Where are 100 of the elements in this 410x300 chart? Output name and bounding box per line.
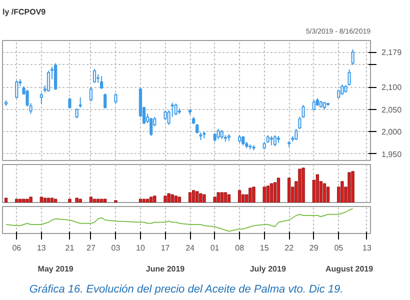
bar <box>348 172 351 202</box>
x-tick-label: 13 <box>36 244 46 252</box>
bar <box>224 192 227 202</box>
bar <box>227 194 231 202</box>
bar <box>238 190 242 202</box>
bar <box>220 192 224 202</box>
candlestick <box>174 103 178 116</box>
y-tick-label: 2,050 <box>382 105 402 114</box>
bar <box>178 196 181 202</box>
bar <box>78 198 82 202</box>
candlestick <box>242 136 245 146</box>
bar <box>92 198 96 202</box>
y-tick-label: 2,100 <box>382 83 402 92</box>
bar <box>242 194 245 202</box>
bar <box>153 196 156 202</box>
chart-title: ly /FCPOV9 <box>2 8 46 16</box>
candlestick <box>216 128 220 140</box>
bar <box>216 192 220 202</box>
bar <box>202 194 206 202</box>
bar <box>104 198 107 202</box>
candlestick <box>89 86 93 102</box>
bar <box>192 190 196 202</box>
bar <box>138 198 142 202</box>
x-tick-label: 27 <box>86 244 96 252</box>
x-tick-label: 17 <box>160 244 170 252</box>
bar <box>68 198 72 202</box>
bar <box>142 198 146 202</box>
y-tick-label: 2,179 <box>382 48 402 58</box>
y-tick-label: 2,000 <box>382 128 402 137</box>
x2-tick-label: August 2019 <box>325 264 374 274</box>
bar <box>167 193 170 202</box>
x2-tick-label: May 2019 <box>38 264 74 274</box>
bar <box>288 178 291 202</box>
candlestick <box>298 116 302 130</box>
candlestick <box>46 70 50 92</box>
bar <box>46 198 50 202</box>
candlestick <box>312 100 316 111</box>
x-tick-label: 05 <box>334 244 344 252</box>
y-tick-label: 1,950 <box>382 150 402 159</box>
bar <box>174 196 178 202</box>
bar <box>170 194 174 202</box>
candlestick <box>54 62 58 90</box>
x-tick-label: 24 <box>186 244 196 252</box>
bar <box>316 174 319 202</box>
candlestick <box>302 104 305 118</box>
bar <box>270 183 273 202</box>
bar <box>262 186 266 202</box>
bar <box>199 193 202 202</box>
candlestick <box>104 92 107 109</box>
bar <box>18 198 22 202</box>
bar <box>188 192 192 202</box>
candlestick <box>92 68 96 84</box>
candlestick <box>164 110 167 120</box>
x-tick-label: 01 <box>210 244 220 252</box>
bar <box>4 198 8 202</box>
bar <box>164 196 167 202</box>
x2-tick-label: June 2019 <box>146 264 186 274</box>
text: Gráfica 16. Evolución del precio del Aceite de Palma vto. Dic 19. <box>29 284 344 296</box>
x-tick-label: 06 <box>12 244 22 252</box>
x-tick-label: 29 <box>309 244 319 252</box>
bar <box>196 191 199 202</box>
candlestick <box>78 96 82 108</box>
bar <box>302 168 305 202</box>
bar <box>326 186 330 202</box>
candlestick <box>348 68 351 86</box>
bar <box>29 196 32 202</box>
bar <box>43 198 47 202</box>
candlestick <box>150 117 153 137</box>
bar <box>75 198 78 202</box>
candlestick <box>114 92 118 104</box>
bar <box>248 188 252 202</box>
bar <box>266 186 270 202</box>
bar <box>298 168 302 202</box>
bar <box>54 198 58 202</box>
bar <box>322 183 326 202</box>
bar <box>100 198 104 202</box>
candlestick <box>68 97 72 109</box>
bar <box>340 181 344 202</box>
candlestick <box>75 108 78 119</box>
bar <box>22 198 26 202</box>
candlestick <box>100 76 104 90</box>
bar <box>89 196 93 202</box>
candlestick <box>270 136 273 146</box>
candlestick <box>351 48 354 66</box>
x2-tick-label: July 2019 <box>250 264 286 274</box>
bar <box>150 196 153 202</box>
candlestick <box>220 129 224 140</box>
x-tick-label: 08 <box>235 244 245 252</box>
x-tick-label: 03 <box>111 244 121 252</box>
bar <box>351 171 354 202</box>
x-tick-label: 10 <box>136 244 146 252</box>
bar <box>252 186 256 202</box>
bar <box>40 196 43 202</box>
x-tick-label: 13 <box>362 244 372 252</box>
candlestick <box>15 80 18 99</box>
bar <box>26 198 29 202</box>
bar <box>50 198 54 202</box>
x-tick-label: 15 <box>260 244 270 252</box>
bar <box>146 198 150 202</box>
candlestick <box>294 128 298 141</box>
